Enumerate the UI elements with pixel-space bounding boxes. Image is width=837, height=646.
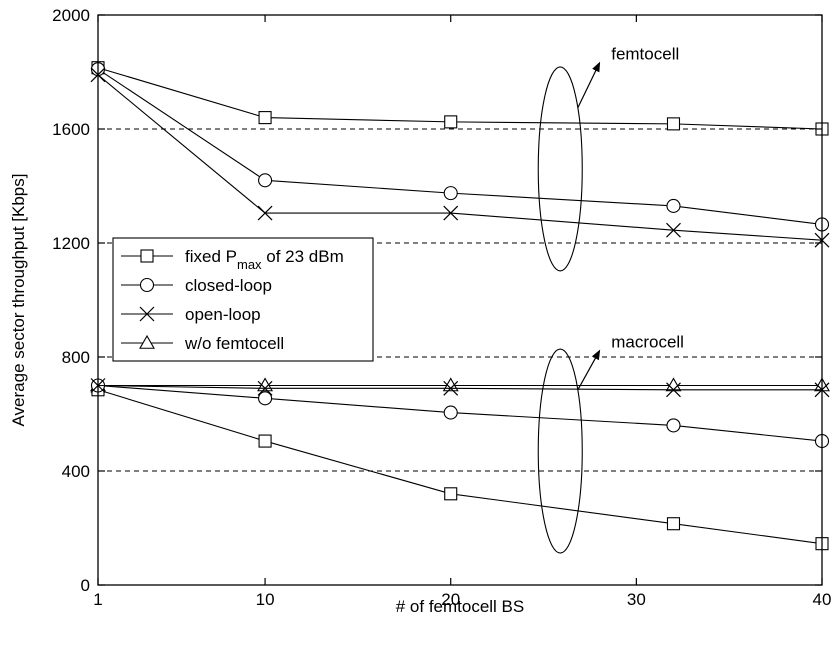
series-2-point-2 [443, 205, 459, 221]
series-line-6 [97, 384, 822, 391]
annotation-ellipse-1 [537, 348, 583, 554]
series-2-point-1 [257, 205, 273, 221]
legend-marker-3 [139, 334, 155, 349]
series-2-point-2-stroke-b [443, 205, 459, 221]
legend-label-0: fixed Pmax of 23 dBm [185, 247, 344, 272]
axis-ticks: 0 400 800 1200 1600 2000 1 10 20 30 40 [52, 6, 831, 609]
legend-label-0-sub: max [237, 257, 262, 272]
y-tick-label-2000: 2000 [52, 6, 90, 25]
series-4-point-2 [444, 487, 458, 501]
series-1-point-3 [666, 198, 681, 213]
plot-frame [97, 14, 823, 586]
legend-marker-1 [139, 277, 155, 293]
x-tick-label-30: 30 [627, 590, 646, 609]
x-tick-label-20: 20 [441, 590, 460, 609]
series-6-point-1 [257, 380, 273, 396]
series-1-point-2 [443, 186, 458, 201]
y-tick-label-800: 800 [62, 348, 90, 367]
series-0-point-2 [444, 115, 458, 129]
annotation-arrow-0 [577, 61, 601, 108]
series-5-point-3 [666, 418, 681, 433]
legend: fixed Pmax of 23 dBm closed-loop open-loop… [112, 237, 374, 362]
y-axis-label: Average sector throughput [Kbps] [9, 174, 28, 427]
series-0-point-1 [258, 111, 272, 125]
legend-marker-2-stroke-b [139, 306, 155, 322]
legend-label-3: w/o femtocell [184, 334, 284, 353]
series-6 [90, 378, 830, 398]
legend-label-1: closed-loop [185, 276, 272, 295]
series-line-1 [97, 68, 823, 226]
series-4-point-1 [258, 434, 272, 448]
series-5-point-1 [258, 391, 273, 406]
legend-box [112, 237, 374, 362]
series-2-point-3 [666, 222, 681, 238]
series-1-point-1 [258, 173, 273, 188]
series-2-point-3-stroke-b [666, 222, 681, 238]
series-5-point-2 [443, 405, 458, 420]
series-0-point-3 [666, 117, 681, 131]
annotation-label-1: macrocell [611, 332, 684, 351]
x-tick-label-10: 10 [256, 590, 275, 609]
x-axis-label: # of femtocell BS [396, 597, 525, 616]
legend-marker-0 [140, 249, 154, 263]
series-line-5 [97, 384, 823, 442]
series-4 [91, 383, 829, 551]
y-tick-label-1200: 1200 [52, 234, 90, 253]
series-2 [90, 67, 830, 248]
annotation-label-0: femtocell [611, 44, 679, 63]
y-tick-label-0: 0 [81, 576, 90, 595]
series-line-0 [97, 67, 823, 130]
series-6-point-1-stroke-b [257, 380, 273, 396]
annotations: femtocell macrocell [537, 44, 684, 554]
annotation-arrow-1 [577, 349, 601, 391]
series-6-point-2 [443, 380, 459, 396]
series-6-point-2-stroke-b [443, 380, 459, 396]
x-tick-label-40: 40 [813, 590, 832, 609]
series-6-point-3 [666, 382, 681, 398]
series-1 [90, 62, 830, 232]
series-4-point-3 [666, 517, 681, 531]
legend-label-0-suffix: of 23 dBm [262, 247, 344, 266]
legend-label-0-main: fixed P [185, 247, 237, 266]
annotation-ellipse-0 [537, 66, 583, 272]
y-tick-label-400: 400 [62, 462, 90, 481]
x-tick-label-1: 1 [93, 590, 102, 609]
y-tick-label-1600: 1600 [52, 120, 90, 139]
legend-marker-2 [139, 306, 155, 322]
series-3-point-3 [665, 377, 682, 392]
series-6-point-3-stroke-b [666, 382, 681, 398]
series-0 [91, 61, 829, 136]
legend-label-2: open-loop [185, 305, 261, 324]
series-5 [90, 378, 830, 449]
series-2-point-1-stroke-b [257, 205, 273, 221]
